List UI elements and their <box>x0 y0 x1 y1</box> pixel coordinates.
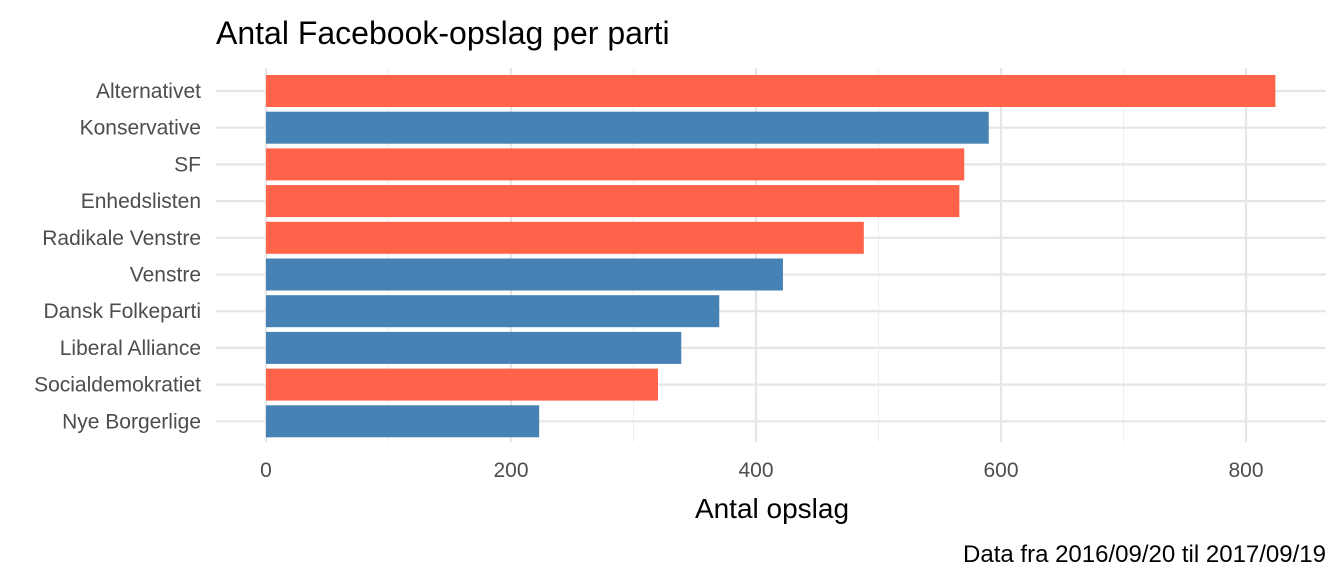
x-tick-label: 200 <box>493 459 528 482</box>
bar-socialdemokratiet <box>266 368 658 401</box>
category-label: SF <box>174 153 201 176</box>
category-labels: Alternativet Konservative SF Enhedslisten Ra… <box>34 80 201 433</box>
category-label: Venstre <box>130 264 201 287</box>
caption: Data fra 2016/09/20 til 2017/09/19 <box>963 541 1326 568</box>
bar-radikale-venstre <box>266 221 864 254</box>
bar-alternativet <box>266 75 1276 107</box>
bar-enhedslisten <box>266 185 960 218</box>
category-label: Liberal Alliance <box>60 337 201 360</box>
category-label: Socialdemokratiet <box>34 374 201 397</box>
x-tick-labels: 0 200 400 600 800 <box>260 459 1263 482</box>
bar-liberal-alliance <box>266 331 682 364</box>
chart-title: Antal Facebook-opslag per parti <box>216 15 670 51</box>
category-label: Alternativet <box>96 80 201 103</box>
x-tick-label: 400 <box>738 459 773 482</box>
category-label: Dansk Folkeparti <box>43 300 201 323</box>
bar-konservative <box>266 111 989 144</box>
bars <box>266 75 1276 438</box>
category-label: Enhedslisten <box>81 190 201 213</box>
x-tick-label: 800 <box>1228 459 1263 482</box>
category-label: Nye Borgerlige <box>62 410 201 433</box>
x-axis-title: Antal opslag <box>695 493 849 524</box>
category-label: Radikale Venstre <box>42 227 201 250</box>
x-tick-label: 600 <box>983 459 1018 482</box>
category-label: Konservative <box>80 117 201 140</box>
bar-dansk-folkeparti <box>266 295 720 328</box>
x-tick-label: 0 <box>260 459 272 482</box>
bar-nye-borgerlige <box>266 405 540 438</box>
bar-venstre <box>266 258 783 291</box>
bar-sf <box>266 148 965 181</box>
